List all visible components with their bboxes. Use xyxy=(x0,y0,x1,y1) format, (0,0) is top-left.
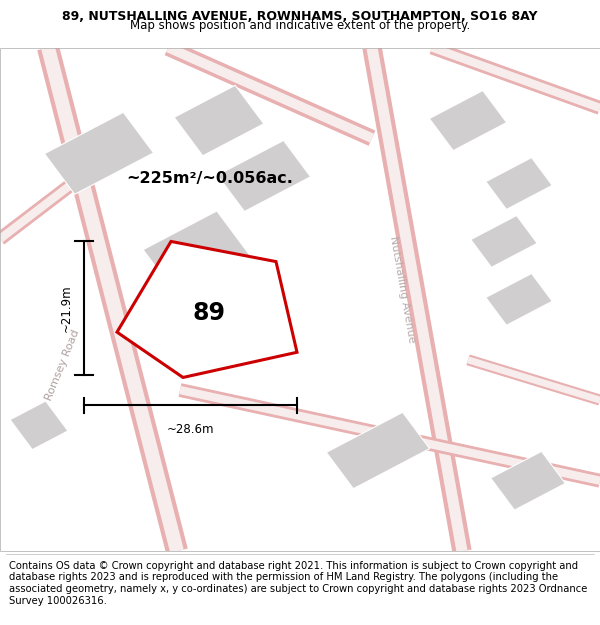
Text: 89, NUTSHALLING AVENUE, ROWNHAMS, SOUTHAMPTON, SO16 8AY: 89, NUTSHALLING AVENUE, ROWNHAMS, SOUTHA… xyxy=(62,11,538,24)
Polygon shape xyxy=(117,241,297,378)
Polygon shape xyxy=(217,141,311,211)
Polygon shape xyxy=(44,112,154,194)
Polygon shape xyxy=(430,91,506,151)
Text: Map shows position and indicative extent of the property.: Map shows position and indicative extent… xyxy=(130,19,470,32)
Text: ~21.9m: ~21.9m xyxy=(60,284,73,332)
Text: Nutshalling Avenue: Nutshalling Avenue xyxy=(388,235,416,344)
Polygon shape xyxy=(10,401,68,449)
Polygon shape xyxy=(491,451,565,510)
Text: ~28.6m: ~28.6m xyxy=(167,422,214,436)
Text: 89: 89 xyxy=(192,301,226,325)
Text: Contains OS data © Crown copyright and database right 2021. This information is : Contains OS data © Crown copyright and d… xyxy=(9,561,587,606)
Polygon shape xyxy=(143,211,271,322)
Polygon shape xyxy=(174,85,264,156)
Text: Romsey Road: Romsey Road xyxy=(44,328,82,402)
Text: ~225m²/~0.056ac.: ~225m²/~0.056ac. xyxy=(127,171,293,186)
Polygon shape xyxy=(486,274,552,325)
Polygon shape xyxy=(486,158,552,209)
Polygon shape xyxy=(471,216,537,268)
Polygon shape xyxy=(326,412,430,489)
